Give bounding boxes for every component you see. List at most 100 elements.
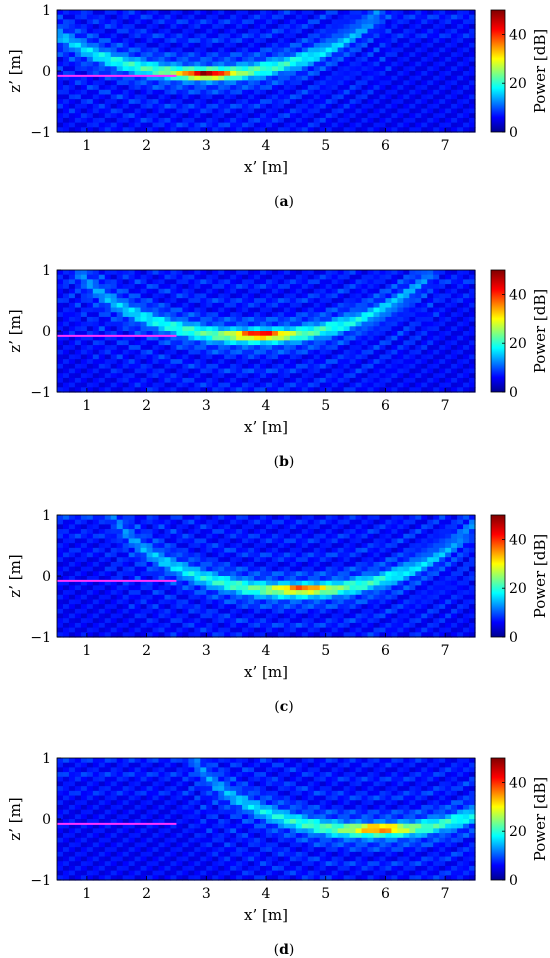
heatmap-cell (260, 632, 267, 638)
heatmap-cell (355, 94, 363, 100)
heatmap-cell (307, 19, 315, 25)
heatmap-cell (254, 538, 261, 544)
heatmap-cell (301, 331, 309, 337)
heatmap-cell (104, 326, 112, 332)
heatmap-cell (110, 71, 118, 77)
heatmap-cell (92, 345, 100, 351)
heatmap-cell (200, 359, 207, 365)
heatmap-cell (68, 56, 76, 63)
heatmap-cell (301, 117, 309, 124)
heatmap-cell (188, 85, 195, 91)
heatmap-cell (134, 377, 142, 384)
heatmap-cell (313, 56, 321, 63)
heatmap-cell (188, 515, 195, 521)
heatmap-cell (451, 94, 458, 100)
heatmap-cell (242, 627, 249, 633)
heatmap-cell (57, 326, 64, 332)
heatmap-cell (421, 61, 428, 67)
heatmap-cell (266, 28, 273, 35)
heatmap-cell (122, 377, 130, 384)
heatmap-cell (319, 604, 327, 610)
heatmap-cell (457, 42, 464, 49)
heatmap-cell (200, 127, 207, 133)
heatmap-cell (349, 340, 357, 346)
heatmap-cell (349, 52, 357, 58)
heatmap-cell (188, 10, 195, 16)
heatmap-cell (248, 270, 255, 276)
heatmap-cell (325, 382, 333, 388)
heatmap-cell (74, 335, 82, 341)
heatmap-cell (176, 33, 183, 39)
heatmap-cell (367, 117, 375, 124)
heatmap-cell (307, 122, 315, 128)
heatmap-cell (188, 604, 195, 610)
heatmap-cell (236, 38, 243, 44)
heatmap-cell (98, 94, 106, 100)
heatmap-cell (361, 33, 369, 39)
heatmap-cell (260, 326, 267, 332)
heatmap-cell (140, 71, 148, 77)
heatmap-cell (266, 515, 273, 521)
heatmap-cell (236, 298, 243, 304)
heatmap-cell (313, 293, 321, 299)
heatmap-cell (421, 33, 428, 39)
heatmap-cell (283, 284, 291, 290)
heatmap-cell (152, 538, 160, 544)
heatmap-cell (68, 363, 76, 370)
heatmap-cell (128, 19, 136, 25)
heatmap-cell (164, 349, 172, 356)
heatmap-cell (361, 349, 369, 356)
heatmap-cell (421, 359, 428, 365)
heatmap-cell (439, 66, 446, 72)
heatmap-cell (379, 24, 387, 30)
heatmap-cell (224, 387, 231, 393)
heatmap-cell (283, 312, 291, 318)
heatmap-cell (248, 56, 255, 63)
heatmap-cell (421, 127, 428, 133)
heatmap-cell (248, 608, 255, 615)
heatmap-cell (277, 108, 285, 114)
heatmap-cell (200, 113, 207, 119)
heatmap-cell (260, 19, 267, 25)
heatmap-cell (385, 19, 392, 25)
heatmap-cell (230, 547, 237, 554)
heatmap-cell (385, 316, 392, 323)
heatmap-cell (373, 24, 381, 30)
heatmap-cell (260, 312, 267, 318)
heatmap-cell (230, 288, 237, 295)
heatmap-cell (271, 71, 279, 77)
heatmap-cell (242, 590, 249, 596)
heatmap-cell (289, 56, 297, 63)
heatmap-cell (271, 117, 279, 124)
heatmap-cell (295, 89, 303, 96)
heatmap-cell (128, 28, 136, 35)
heatmap-cell (337, 66, 345, 72)
heatmap-cell (80, 515, 88, 521)
heatmap-cell (343, 557, 351, 563)
heatmap-cell (343, 103, 351, 110)
heatmap-cell (319, 363, 327, 370)
heatmap-cell (331, 24, 339, 30)
heatmap-cell (463, 127, 470, 133)
heatmap-cell (421, 108, 428, 114)
heatmap-cell (319, 47, 327, 53)
heatmap-cell (385, 117, 392, 124)
heatmap-cell (421, 377, 428, 384)
heatmap-cell (164, 326, 172, 332)
heatmap-cell (463, 99, 470, 105)
heatmap-cell (254, 14, 261, 20)
heatmap-cell (128, 519, 136, 525)
heatmap-cell (80, 377, 88, 384)
heatmap-cell (116, 33, 124, 39)
heatmap-cell (469, 94, 476, 100)
heatmap-cell (140, 24, 148, 30)
heatmap-cell (433, 382, 440, 388)
heatmap-cell (319, 312, 327, 318)
heatmap-cell (331, 627, 339, 633)
heatmap-cell (128, 349, 136, 356)
heatmap-cell (361, 42, 369, 49)
heatmap-cell (218, 270, 225, 276)
heatmap-cell (373, 387, 381, 393)
heatmap-cell (74, 284, 82, 290)
heatmap-cell (367, 47, 375, 53)
